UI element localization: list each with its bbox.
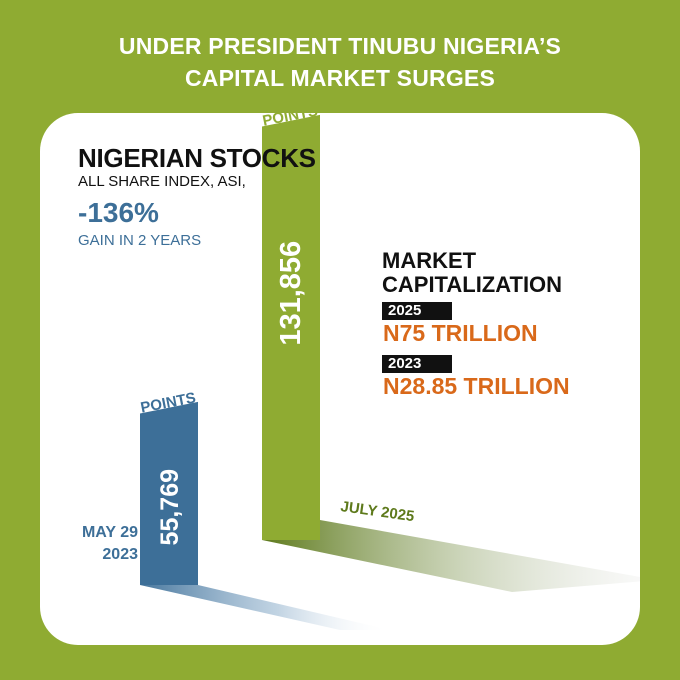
bar-1 [140,401,198,585]
market-cap-title-line-2: CAPITALIZATION [382,272,563,297]
amount-2025: N75 TRILLION [383,320,538,346]
gain-note: GAIN IN 2 YEARS [78,232,202,249]
bar-value-label-1: 55,769 [156,469,184,545]
year-badge-2025: 2025 [382,302,452,320]
gain-percent: -136% [78,197,159,228]
bar-value-label-2: 131,856 [275,241,307,346]
stocks-title: NIGERIAN STOCKS [78,143,316,173]
market-cap-title: MARKET CAPITALIZATION [382,249,562,297]
amount-2023: N28.85 TRILLION [383,373,570,399]
market-cap-title-line-1: MARKET [382,248,477,273]
year-badge-2023: 2023 [382,355,452,373]
category-label-1-line-2: 2023 [102,546,138,563]
category-label-1-line-1: MAY 29 [82,524,138,541]
bar-2 [262,114,320,540]
headline: UNDER PRESIDENT TINUBU NIGERIA’S CAPITAL… [0,30,680,94]
infographic-card: POINTS 55,769 POINTS 131,856 MAY 29 2023 JULY … [40,113,640,645]
category-label-2: JULY 2025 [339,498,415,525]
bar-shadow-2 [262,520,640,592]
headline-line-2: CAPITAL MARKET SURGES [184,65,496,91]
headline-line-1: UNDER PRESIDENT TINUBU NIGERIA’S [118,33,562,59]
stocks-subtitle: ALL SHARE INDEX, ASI, [78,173,246,190]
bar-shadow-1 [140,585,390,630]
